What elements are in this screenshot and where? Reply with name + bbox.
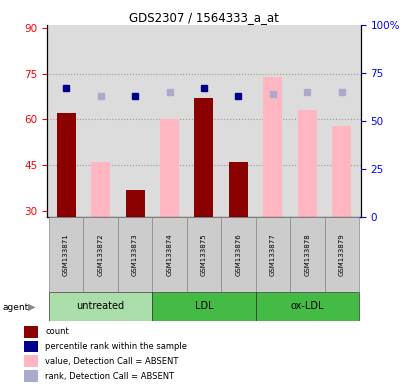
- Title: GDS2307 / 1564333_a_at: GDS2307 / 1564333_a_at: [129, 11, 278, 24]
- Text: GSM133879: GSM133879: [338, 233, 344, 276]
- Bar: [263, 77, 282, 217]
- Text: GSM133873: GSM133873: [132, 233, 138, 276]
- Text: LDL: LDL: [194, 301, 213, 311]
- Bar: [56, 113, 75, 217]
- Bar: [290, 217, 324, 292]
- Text: count: count: [45, 327, 69, 336]
- Bar: [24, 341, 38, 353]
- Bar: [194, 98, 213, 217]
- Text: ▶: ▶: [28, 302, 35, 312]
- Text: value, Detection Call = ABSENT: value, Detection Call = ABSENT: [45, 357, 178, 366]
- Text: GSM133874: GSM133874: [166, 233, 172, 276]
- Bar: [228, 162, 247, 217]
- Text: GSM133878: GSM133878: [303, 233, 310, 276]
- Text: GSM133872: GSM133872: [97, 233, 103, 276]
- Bar: [24, 356, 38, 367]
- Bar: [255, 292, 358, 321]
- Bar: [125, 190, 144, 217]
- Bar: [297, 110, 316, 217]
- Bar: [332, 126, 351, 217]
- Text: GSM133877: GSM133877: [269, 233, 275, 276]
- Bar: [221, 217, 255, 292]
- Bar: [24, 370, 38, 382]
- Text: percentile rank within the sample: percentile rank within the sample: [45, 342, 187, 351]
- Text: agent: agent: [2, 303, 28, 312]
- Bar: [49, 292, 152, 321]
- Text: ox-LDL: ox-LDL: [290, 301, 324, 311]
- Bar: [83, 217, 117, 292]
- Bar: [91, 162, 110, 217]
- Bar: [255, 217, 290, 292]
- Bar: [160, 119, 179, 217]
- Bar: [49, 217, 83, 292]
- Text: GSM133875: GSM133875: [200, 233, 207, 276]
- Text: GSM133871: GSM133871: [63, 233, 69, 276]
- Bar: [117, 217, 152, 292]
- Text: untreated: untreated: [76, 301, 124, 311]
- Bar: [24, 326, 38, 338]
- Bar: [324, 217, 358, 292]
- Text: rank, Detection Call = ABSENT: rank, Detection Call = ABSENT: [45, 372, 174, 381]
- Bar: [186, 217, 221, 292]
- Text: GSM133876: GSM133876: [235, 233, 241, 276]
- Bar: [152, 217, 186, 292]
- Bar: [152, 292, 255, 321]
